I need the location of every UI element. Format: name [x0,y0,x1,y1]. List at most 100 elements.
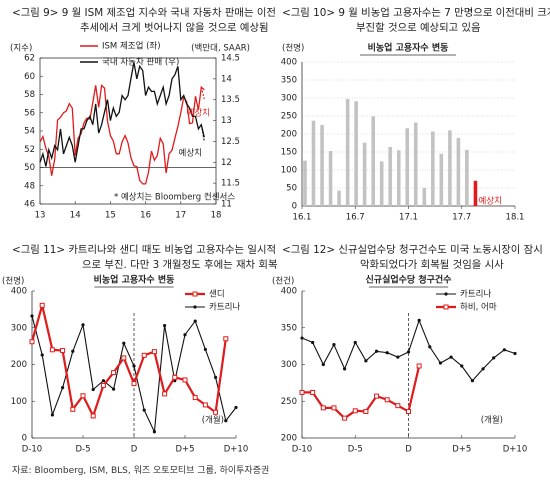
point-marker [320,405,326,411]
y-tick-label: 0 [22,434,27,444]
figure-9-line1: 9 월 ISM 제조업 지수와 국내 자동차 판매는 이전 [61,7,276,19]
chart-title: 신규실업수당 청구건수 [366,274,452,286]
legend-label-0: 샌디 [209,290,225,300]
point-marker [396,355,400,359]
legend-label-auto: 국내 자동차 판매 (우) [102,58,179,68]
y-tick-label: 100 [11,397,27,407]
legend-marker-0 [192,291,198,297]
bar-11 [396,150,401,206]
bar-8 [371,116,375,206]
y-left-tick-label: 50 [24,163,35,173]
figure-9-caption: <그림 9> 9 월 ISM 제조업 지수와 국내 자동차 판매는 이전 추세에… [12,6,276,36]
y-tick-label: 250 [281,397,297,407]
point-marker [151,349,157,355]
bar-18 [456,137,461,206]
legend-marker-0 [444,292,448,296]
bar-13 [413,122,418,206]
y-unit: (천명) [2,276,24,287]
point-marker [321,362,325,367]
y-unit: (천명) [282,43,304,54]
legend-marker-1 [193,305,197,309]
point-marker [122,341,126,345]
bar-6 [354,101,358,206]
point-marker [513,351,517,356]
point-marker [202,402,208,408]
point-marker [61,386,65,390]
point-marker [213,409,219,415]
x-tick-label: D-10 [22,445,42,455]
figure-9-line2: 추세에서 크게 벗어나지 않을 것으로 예상됨 [80,22,269,34]
point-marker [162,391,168,397]
point-marker [460,364,464,368]
point-marker [29,339,35,345]
point-marker [492,356,496,360]
y-tick-label: 300 [281,94,297,104]
y-right-tick-label: 12.5 [221,137,240,147]
y-right-tick-label: 14.5 [221,54,240,64]
bar-1 [311,120,316,206]
y-left-tick-label: 58 [24,90,35,100]
y-right-tick-label: 13.5 [221,95,240,105]
x-tick-label: 13 [35,211,46,221]
y-tick-label: 50 [286,184,297,194]
x-tick-label: 18.1 [506,213,525,223]
point-marker [481,367,485,371]
point-marker [223,336,229,342]
point-marker [81,323,85,327]
y-left-tick-label: 60 [24,72,35,82]
point-marker [40,353,44,357]
point-marker [395,403,401,409]
point-marker [428,345,432,349]
point-marker [363,409,369,415]
point-marker [142,408,146,412]
point-marker [224,419,228,423]
y-tick-label: 200 [11,360,27,370]
point-marker [311,340,315,345]
point-marker [234,405,238,410]
y-left-unit: (지수) [10,44,32,54]
figure-11-line1: 카트리나와 샌디 때도 비농업 고용자수는 일시적 [68,244,277,256]
point-marker [203,347,207,352]
x-unit-label: (개월) [481,415,503,426]
figure-10-number: <그림 10> [282,7,336,19]
x-tick-label: 17.1 [399,213,418,223]
x-tick-label: D [405,445,412,455]
point-marker [214,375,218,379]
y-left-tick-label: 52 [24,145,35,155]
bar-20 [473,180,478,206]
bar-12 [405,128,410,206]
bar-14 [422,188,427,206]
bar-4 [337,190,341,206]
x-unit-label: (개월) [202,415,224,426]
series-line-0 [30,305,227,419]
y-tick-label: 400 [281,287,297,297]
point-marker [90,413,96,419]
x-tick-label: D-5 [75,445,90,455]
point-marker [385,351,389,355]
point-marker [182,377,188,383]
legend-label-0: 카트리나 [460,290,491,300]
y-left-tick-label: 46 [24,200,35,210]
point-marker [332,343,336,347]
annotation-forecast-ism: 예상치 [187,108,210,119]
point-marker [343,367,347,371]
legend-label-1: 하비, 어마 [460,302,497,313]
forecast-note: * 예상치는 Bloomberg 컨센서스 [114,192,235,203]
point-marker [111,370,117,376]
x-tick-label: D-10 [292,445,312,455]
figure-12-caption: <그림 12> 신규실업수당 청구건수도 미국 노동시장이 잠시 악화되었다가 … [282,243,543,273]
chart-payroll-bars-layer: 400 350 300 250 200 150 100 50 016.1 16.7 17.1 17.7… [281,41,525,223]
y-left-tick-label: 62 [24,54,35,64]
point-marker [449,355,453,359]
chart-ism-auto-layer: 62 60 58 56 54 52 50 48 46 14.5 14 13.5 13 12.5 12 11.5… [10,42,250,221]
series-line-1 [302,365,421,420]
legend-label-ism: ISM 제조업 (좌) [102,42,161,52]
x-tick-label: D+10 [224,445,248,455]
x-tick-label: 16.7 [346,213,365,223]
figure-10-caption: <그림 10> 9 월 비농업 고용자수는 7 만명으로 이전대비 크게 부진할… [282,6,550,36]
figure-12-line1: 신규실업수당 청구건수도 미국 노동시장이 잠시 [338,244,543,256]
figure-11-line2: 으로 부진. 다만 3 개월정도 후에는 재차 회복 [82,259,278,271]
